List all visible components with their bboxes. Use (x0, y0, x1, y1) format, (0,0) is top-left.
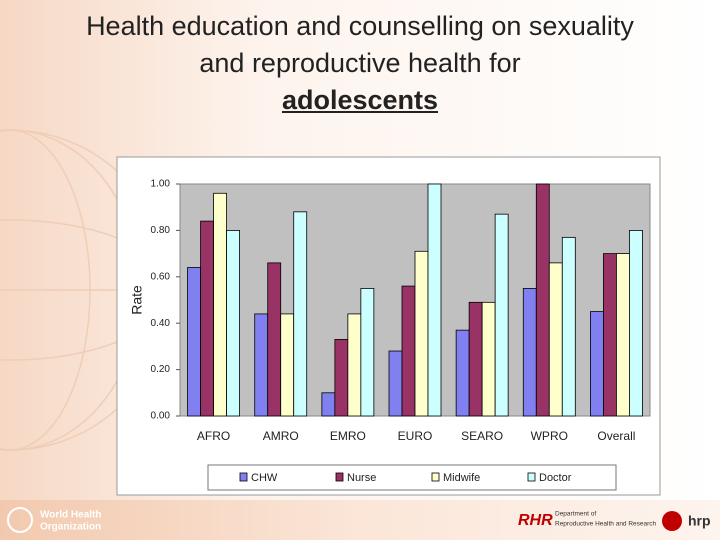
footer-left: World Health (40, 510, 101, 521)
legend-label: CHW (251, 472, 278, 484)
bar (548, 262, 563, 417)
bar (616, 253, 630, 417)
hrp-logo: hrp (688, 513, 711, 529)
legend-swatch (335, 472, 344, 482)
x-tick-label: WPRO (531, 429, 568, 443)
footer-right: Reproductive Health and Research (555, 521, 657, 528)
legend-swatch (527, 472, 536, 482)
x-tick-label: AFRO (197, 429, 230, 443)
title-box: Health education and counselling on sexu… (60, 8, 660, 119)
title: Health education and counselling on sexu… (60, 8, 660, 119)
bar (200, 220, 214, 417)
bar (280, 313, 295, 417)
bar (414, 250, 429, 417)
x-tick-label: AMRO (263, 429, 299, 443)
y-tick-label: 0.40 (151, 318, 171, 329)
bar (590, 311, 604, 417)
bar (254, 313, 269, 417)
who-emblem (7, 507, 33, 533)
legend-label: Doctor (539, 472, 572, 484)
legend-swatch (431, 472, 440, 482)
bar (535, 183, 550, 417)
legend-label: Nurse (347, 472, 376, 484)
legend-label: Midwife (443, 472, 480, 484)
bar (522, 287, 537, 417)
title-emphasis: adolescents (281, 85, 439, 115)
y-tick-label: 0.00 (151, 411, 171, 422)
y-tick-label: 0.80 (151, 225, 171, 236)
bar (455, 329, 470, 417)
bar (293, 211, 308, 417)
bar (213, 192, 227, 417)
footer-right: Department of (555, 511, 596, 518)
bar (427, 183, 442, 417)
y-tick-label: 0.60 (151, 271, 171, 282)
bar (388, 350, 403, 417)
legend-swatch (239, 472, 248, 482)
x-tick-label: SEARO (461, 429, 503, 443)
bar (481, 301, 496, 417)
x-tick-label: Overall (597, 429, 635, 443)
legend (207, 464, 617, 491)
bar (603, 253, 617, 417)
bar (401, 285, 416, 417)
footer-band (0, 500, 720, 540)
bar (267, 262, 282, 417)
title-text: Health education and counselling on sexu… (86, 11, 634, 78)
bar (629, 229, 643, 417)
bar (468, 301, 483, 417)
bar (347, 313, 362, 417)
bar (494, 213, 509, 417)
y-tick-label: 1.00 (151, 179, 171, 190)
y-axis-label: Rate (129, 285, 145, 315)
hrp-emblem (662, 511, 682, 531)
rhr-logo: RHR (518, 512, 553, 529)
bar (334, 339, 349, 417)
bar (360, 287, 375, 417)
x-tick-label: EURO (398, 429, 433, 443)
bar (187, 267, 201, 417)
bar (226, 229, 240, 417)
bar (321, 392, 336, 417)
x-tick-label: EMRO (330, 429, 366, 443)
footer-left: Organization (40, 522, 101, 533)
bar (561, 236, 576, 417)
y-tick-label: 0.20 (151, 364, 171, 375)
